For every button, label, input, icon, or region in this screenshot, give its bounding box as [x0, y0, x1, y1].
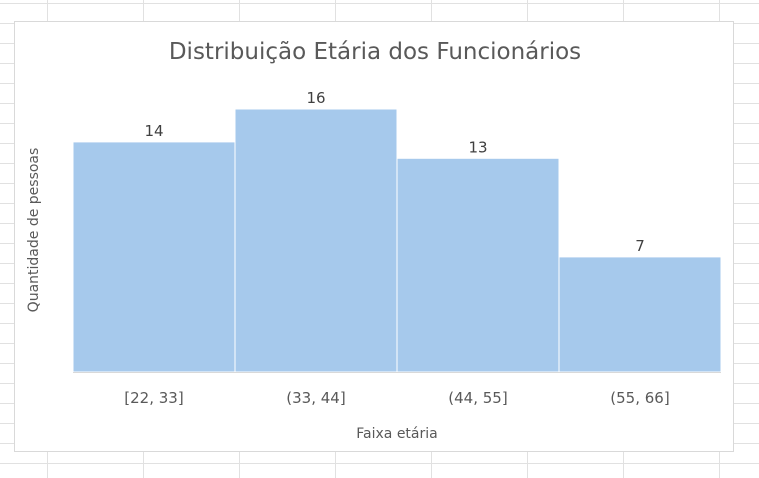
- x-tick-label: (44, 55]: [448, 389, 507, 407]
- data-label: 14: [144, 122, 163, 140]
- histogram-bar[interactable]: [558, 256, 722, 373]
- chart-area[interactable]: Distribuição Etária dos Funcionários Qua…: [14, 21, 734, 452]
- data-label: 7: [635, 237, 645, 255]
- histogram-bar[interactable]: [234, 108, 398, 373]
- histogram-bar[interactable]: [396, 157, 560, 373]
- x-tick-label: [22, 33]: [124, 389, 183, 407]
- x-tick-label: (33, 44]: [286, 389, 345, 407]
- y-axis-label: Quantidade de pessoas: [26, 148, 42, 313]
- x-axis-label: Faixa etária: [356, 426, 437, 442]
- histogram-chart: Distribuição Etária dos Funcionários Qua…: [26, 39, 722, 442]
- bars-group: [72, 108, 722, 373]
- x-tick-label: (55, 66]: [610, 389, 669, 407]
- labels-group: 14 [22, 33] 16 (33, 44] 13 (44, 55] 7 (55, 66]: [124, 89, 669, 407]
- data-label: 16: [306, 89, 325, 107]
- data-label: 13: [468, 138, 487, 156]
- histogram-bar[interactable]: [72, 141, 236, 373]
- chart-title: Distribuição Etária dos Funcionários: [169, 39, 581, 65]
